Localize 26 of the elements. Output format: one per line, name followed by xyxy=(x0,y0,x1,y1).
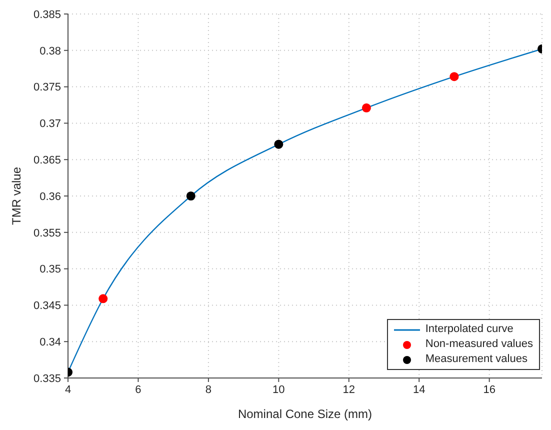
x-tick-label: 16 xyxy=(483,384,496,396)
y-tick-label: 0.375 xyxy=(33,82,61,94)
legend-label: Non-measured values xyxy=(425,337,533,352)
x-axis-title: Nominal Cone Size (mm) xyxy=(238,407,372,421)
x-tick-label: 12 xyxy=(342,384,356,396)
x-tick-label: 14 xyxy=(412,384,426,396)
y-tick-label: 0.355 xyxy=(33,227,61,240)
legend-label: Interpolated curve xyxy=(425,322,514,337)
y-tick-label: 0.335 xyxy=(33,372,61,385)
point xyxy=(362,103,371,112)
point xyxy=(450,72,459,82)
y-tick-label: 0.34 xyxy=(40,336,61,349)
y-tick-label: 0.345 xyxy=(33,300,61,312)
point xyxy=(98,294,108,304)
x-tick-label: 6 xyxy=(135,384,142,396)
y-tick-label: 0.38 xyxy=(40,45,61,58)
x-tick-label: 4 xyxy=(64,384,72,396)
y-tick-label: 0.385 xyxy=(33,8,61,21)
y-tick-label: 0.36 xyxy=(40,190,61,203)
y-tick-label: 0.37 xyxy=(40,118,61,130)
y-tick-label: 0.365 xyxy=(33,154,61,167)
y-tick-label: 0.35 xyxy=(40,264,61,276)
x-tick-label: 10 xyxy=(272,384,285,396)
y-axis-title: TMR value xyxy=(9,166,24,226)
x-tick-label: 8 xyxy=(205,384,212,396)
legend-label: Measurement values xyxy=(425,352,528,367)
